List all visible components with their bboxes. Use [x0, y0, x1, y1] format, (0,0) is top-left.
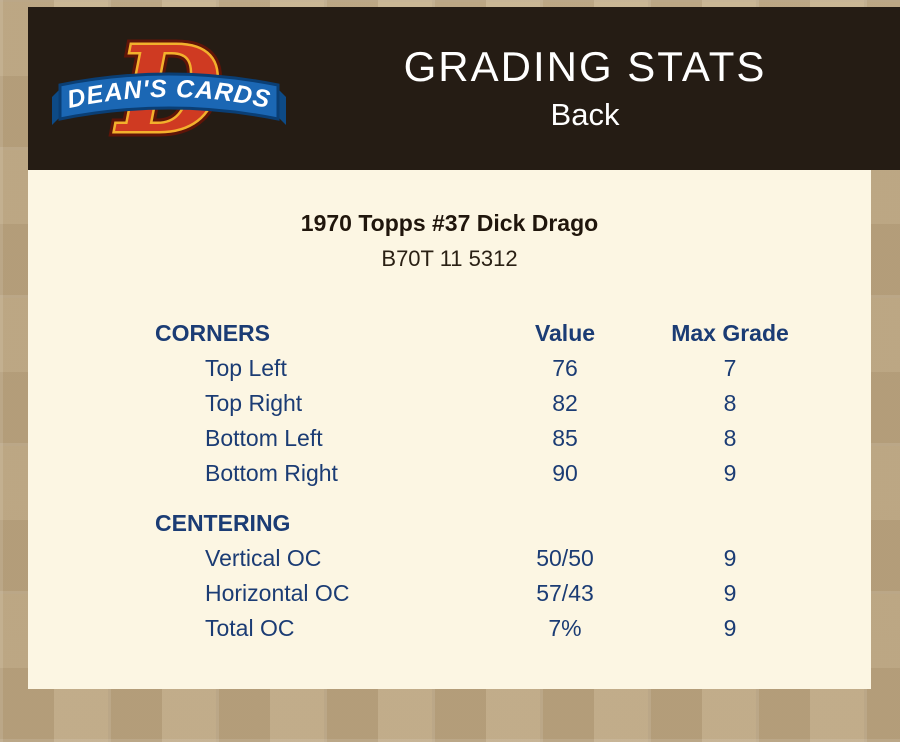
stat-max-grade: 9 — [723, 580, 737, 606]
stat-max-grade: 9 — [723, 460, 737, 486]
stat-label: Horizontal OC — [205, 580, 350, 606]
max-grade-column-header: Max Grade — [671, 320, 789, 346]
value-column-header: Value — [534, 320, 596, 346]
card-serial: B70T 11 5312 — [381, 246, 518, 271]
stat-max-grade: 8 — [723, 390, 737, 416]
stat-value: 82 — [552, 390, 578, 416]
table-row: Top Left 76 7 — [155, 351, 871, 386]
ribbon-banner-shape — [58, 72, 280, 121]
header-titles: GRADING STATS Back — [288, 44, 900, 132]
card-title: 1970 Topps #37 Dick Drago — [300, 210, 599, 236]
ribbon-left-fold — [52, 88, 60, 125]
deans-cards-logo[interactable]: D D DEAN'S CARDS — [50, 14, 288, 164]
stat-value: 57/43 — [536, 580, 594, 606]
stat-value: 50/50 — [536, 545, 594, 571]
stat-label: Vertical OC — [205, 545, 322, 571]
grading-stats-table: CORNERS Value Max Grade Top Left 76 7 To… — [155, 316, 871, 646]
header-bar: D D DEAN'S CARDS GRADING STATS Back — [28, 7, 900, 170]
stat-value: 90 — [552, 460, 578, 486]
stat-value: 85 — [552, 425, 578, 451]
page-title: GRADING STATS — [403, 43, 767, 91]
centering-section-row: CENTERING — [155, 506, 871, 541]
empty-cell — [485, 506, 645, 541]
stat-label: Bottom Right — [205, 460, 338, 486]
stat-max-grade: 9 — [723, 615, 737, 641]
content-panel: 1970 Topps #37 Dick Drago B70T 11 5312 C… — [28, 170, 871, 689]
table-row: Bottom Left 85 8 — [155, 421, 871, 456]
stat-value: 7% — [548, 615, 582, 641]
table-row: Top Right 82 8 — [155, 386, 871, 421]
deans-cards-logo-graphic: D D DEAN'S CARDS — [52, 14, 286, 164]
stat-max-grade: 8 — [723, 425, 737, 451]
stat-value: 76 — [552, 355, 578, 381]
empty-cell — [645, 506, 815, 541]
table-row: Total OC 7% 9 — [155, 611, 871, 646]
stat-label: Bottom Left — [205, 425, 323, 451]
table-header-row: CORNERS Value Max Grade — [155, 316, 871, 351]
page-subtitle: Back — [550, 96, 620, 132]
stat-max-grade: 7 — [723, 355, 737, 381]
stat-label: Top Right — [205, 390, 303, 416]
table-row: Vertical OC 50/50 9 — [155, 541, 871, 576]
corners-section-label: CORNERS — [155, 320, 271, 346]
centering-section-label: CENTERING — [155, 510, 291, 536]
ribbon-right-fold — [278, 88, 286, 125]
stat-label: Top Left — [205, 355, 287, 381]
stat-max-grade: 9 — [723, 545, 737, 571]
table-row: Bottom Right 90 9 — [155, 456, 871, 491]
table-row: Horizontal OC 57/43 9 — [155, 576, 871, 611]
stat-label: Total OC — [205, 615, 295, 641]
